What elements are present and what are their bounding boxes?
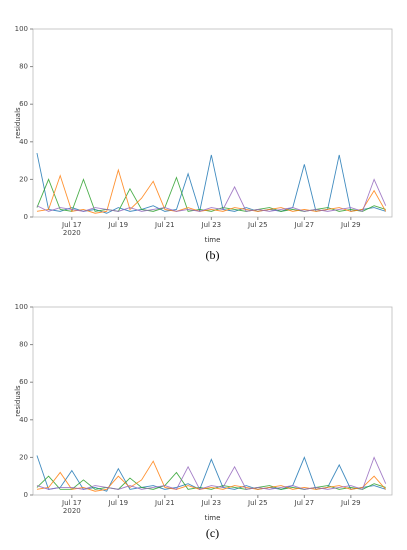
x-tick-label: Jul 17 bbox=[61, 499, 82, 507]
x-tick-label: Jul 25 bbox=[247, 221, 268, 229]
x-tick-label: Jul 27 bbox=[294, 221, 315, 229]
x-tick-year: 2020 bbox=[63, 507, 81, 515]
y-tick-label: 60 bbox=[19, 100, 28, 108]
x-axis-label: time bbox=[205, 236, 221, 244]
y-tick-label: 20 bbox=[19, 453, 28, 461]
x-axis-label: time bbox=[205, 514, 221, 522]
y-tick-label: 100 bbox=[15, 25, 28, 33]
x-tick-label: Jul 23 bbox=[201, 221, 222, 229]
residual-line bbox=[36, 460, 387, 492]
x-tick-label: Jul 25 bbox=[247, 499, 268, 507]
y-tick-label: 20 bbox=[19, 175, 28, 183]
y-tick-label: 0 bbox=[24, 213, 28, 221]
y-axis-label: residuals bbox=[14, 107, 22, 139]
x-tick-label: Jul 19 bbox=[108, 221, 129, 229]
y-tick-label: 100 bbox=[15, 303, 28, 311]
x-tick-year: 2020 bbox=[63, 229, 81, 237]
y-tick-label: 80 bbox=[19, 63, 28, 71]
residual-line bbox=[36, 152, 386, 214]
x-tick-label: Jul 17 bbox=[61, 221, 82, 229]
residual-line bbox=[36, 471, 386, 490]
x-tick-label: Jul 19 bbox=[108, 499, 129, 507]
x-tick-label: Jul 27 bbox=[294, 499, 315, 507]
plot-frame bbox=[32, 306, 393, 496]
x-tick-label: Jul 21 bbox=[154, 499, 175, 507]
x-tick-label: Jul 21 bbox=[154, 221, 175, 229]
x-tick-label: Jul 29 bbox=[340, 499, 361, 507]
y-tick-label: 60 bbox=[19, 378, 28, 386]
y-tick-label: 40 bbox=[19, 416, 28, 424]
residual-line bbox=[36, 178, 387, 212]
y-tick-label: 0 bbox=[24, 491, 28, 499]
y-axis-label: residuals bbox=[14, 385, 22, 417]
panel-label: (c) bbox=[206, 526, 219, 540]
residual-line bbox=[36, 176, 386, 212]
plot-frame bbox=[32, 28, 393, 218]
y-tick-label: 80 bbox=[19, 341, 28, 349]
panel-label: (b) bbox=[206, 248, 220, 262]
x-tick-label: Jul 29 bbox=[340, 221, 361, 229]
x-tick-label: Jul 23 bbox=[201, 499, 222, 507]
residual-line bbox=[36, 168, 387, 214]
residual-line bbox=[36, 456, 387, 490]
y-tick-label: 40 bbox=[19, 138, 28, 146]
